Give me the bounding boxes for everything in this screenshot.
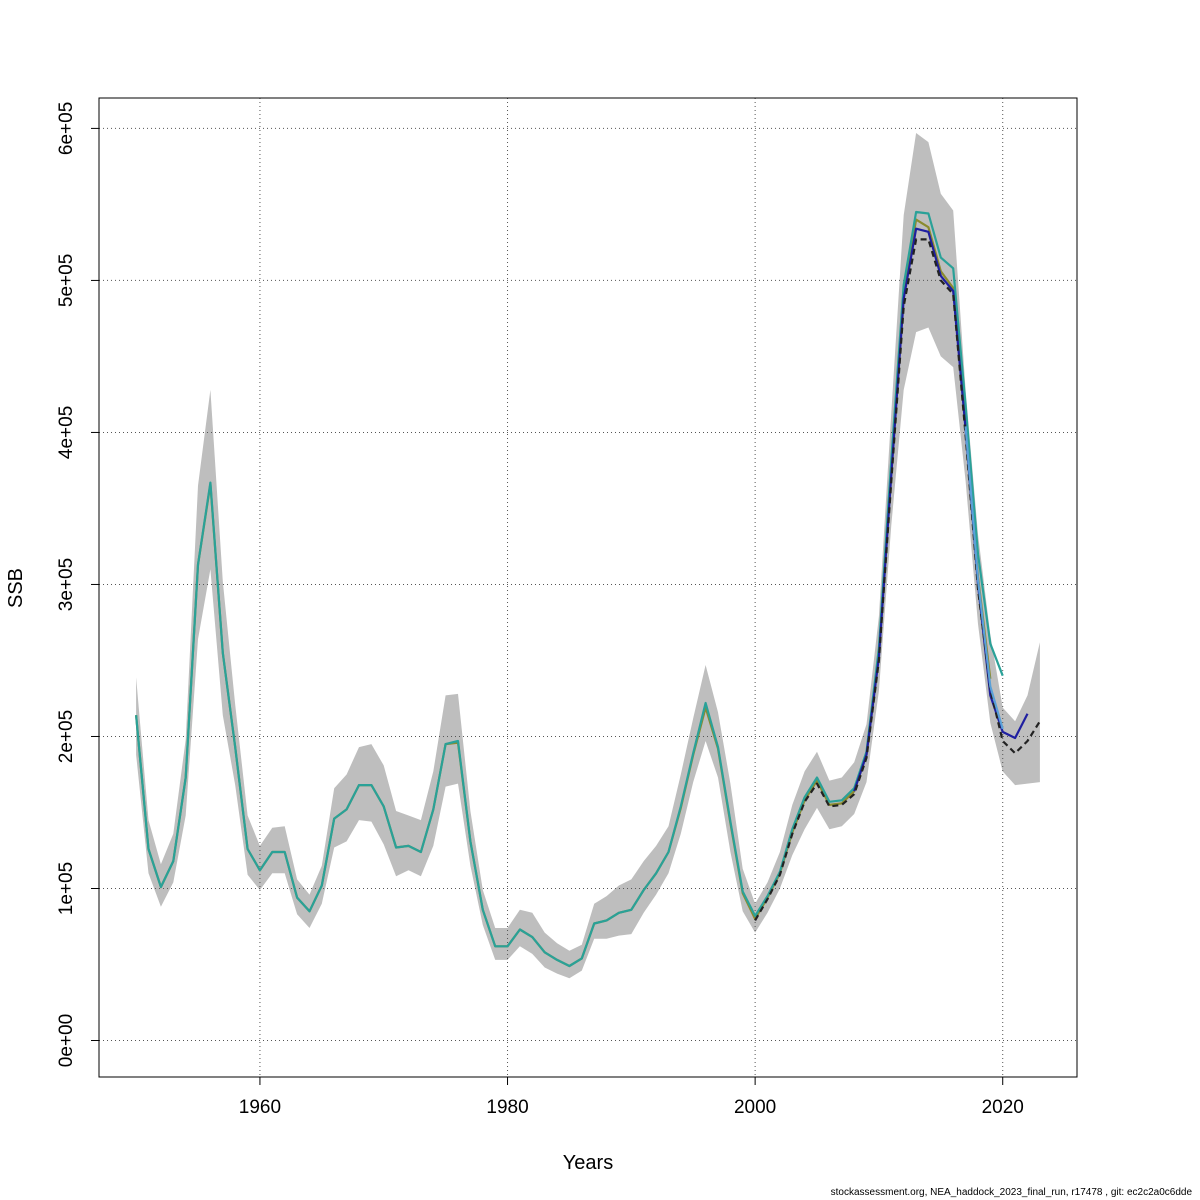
plot-area-frame <box>98 97 1078 1078</box>
y-tick-label: 1e+05 <box>56 862 77 915</box>
y-tick-label: 3e+05 <box>56 558 77 611</box>
x-axis-title: Years <box>563 1152 613 1174</box>
series-line-3 <box>853 227 1029 792</box>
x-tick-label: 1980 <box>486 1097 528 1118</box>
y-axis-title: SSB <box>5 568 27 608</box>
x-tick-label: 2000 <box>734 1097 776 1118</box>
series-line-5 <box>964 426 1004 730</box>
axis-layer: 1960 1980 2000 2020 0e+00 1e+05 2e+05 3e+05 4e+0… <box>56 102 1024 1118</box>
y-tick-label: 0e+00 <box>56 1014 77 1067</box>
y-tick-label: 6e+05 <box>56 102 77 155</box>
footer-credit: stockassessment.org, NEA_haddock_2023_fi… <box>830 1187 1192 1198</box>
grid-layer <box>99 98 1077 1077</box>
confidence-band <box>136 133 1040 979</box>
y-tick-label: 4e+05 <box>56 406 77 459</box>
series-line-4 <box>754 238 1041 921</box>
series-layer <box>135 210 1041 968</box>
x-tick-label: 2020 <box>982 1097 1024 1118</box>
y-tick-label: 2e+05 <box>56 710 77 763</box>
x-tick-label: 1960 <box>239 1097 281 1118</box>
confidence-band-layer <box>136 133 1040 979</box>
y-tick-label: 5e+05 <box>56 254 77 307</box>
